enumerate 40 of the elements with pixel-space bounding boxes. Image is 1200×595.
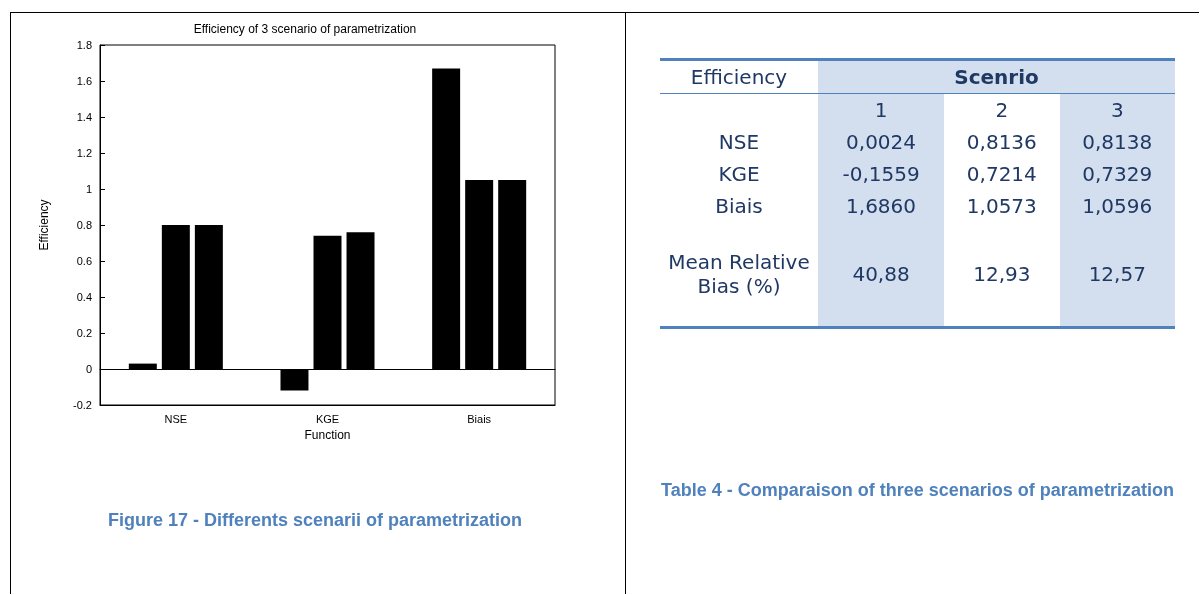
text: 40,88	[818, 222, 945, 328]
y-tick-label: 1.4	[76, 111, 92, 123]
text: KGE	[717, 161, 761, 188]
text: 1,6860	[818, 190, 945, 222]
text: 1,0573	[965, 193, 1038, 220]
text: Mean Relative Bias (%)	[660, 222, 818, 328]
text: 2	[994, 97, 1010, 124]
text: Table 4 - Comparaison of three scenarios of parametrization	[660, 480, 1175, 501]
y-tick-label: 0.8	[76, 219, 92, 231]
y-tick-label: 0.4	[76, 291, 92, 303]
text: NSE	[717, 129, 761, 156]
y-tick-label: 0.6	[76, 255, 92, 267]
x-axis-title: Function	[304, 427, 351, 442]
text: 1	[818, 93, 945, 126]
text: 0,7214	[965, 161, 1038, 188]
text: 0,7329	[1059, 158, 1175, 190]
text: Scenrio	[818, 59, 1175, 94]
y-tick-label: 1.8	[76, 39, 92, 51]
x-tick-label: NSE	[164, 412, 188, 425]
x-tick-label: KGE	[315, 412, 340, 425]
text: 1,0596	[1059, 190, 1175, 222]
chart-title: Efficiency of 3 scenario of parametrization	[193, 22, 417, 36]
x-tick-label: Biais	[467, 412, 492, 425]
text: 0,0024	[818, 126, 945, 158]
y-tick-label: 1.6	[76, 75, 92, 87]
text: 12,93	[944, 222, 1060, 328]
text: 3	[1059, 93, 1175, 126]
text: 0,8138	[1059, 126, 1175, 158]
y-tick-label: 1	[85, 183, 92, 195]
y-tick-label: -0.2	[73, 399, 92, 411]
text: 0,8136	[965, 129, 1038, 156]
y-tick-label: 0.2	[76, 327, 92, 339]
text: -0,1559	[818, 158, 945, 190]
text: Biais	[714, 193, 764, 220]
y-tick-label: 0	[85, 363, 92, 375]
caption: Figure 17 - Differents scenarii of parametrization	[106, 510, 524, 531]
text: Efficiency	[660, 59, 818, 94]
text: 12,57	[1059, 222, 1175, 328]
y-tick-label: 1.2	[76, 147, 92, 159]
y-axis-title: Efficiency	[37, 199, 51, 251]
